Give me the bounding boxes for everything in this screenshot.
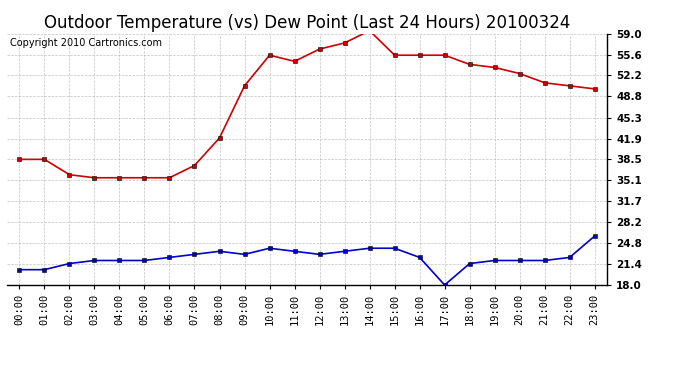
Text: Copyright 2010 Cartronics.com: Copyright 2010 Cartronics.com [10,38,162,48]
Title: Outdoor Temperature (vs) Dew Point (Last 24 Hours) 20100324: Outdoor Temperature (vs) Dew Point (Last… [44,14,570,32]
